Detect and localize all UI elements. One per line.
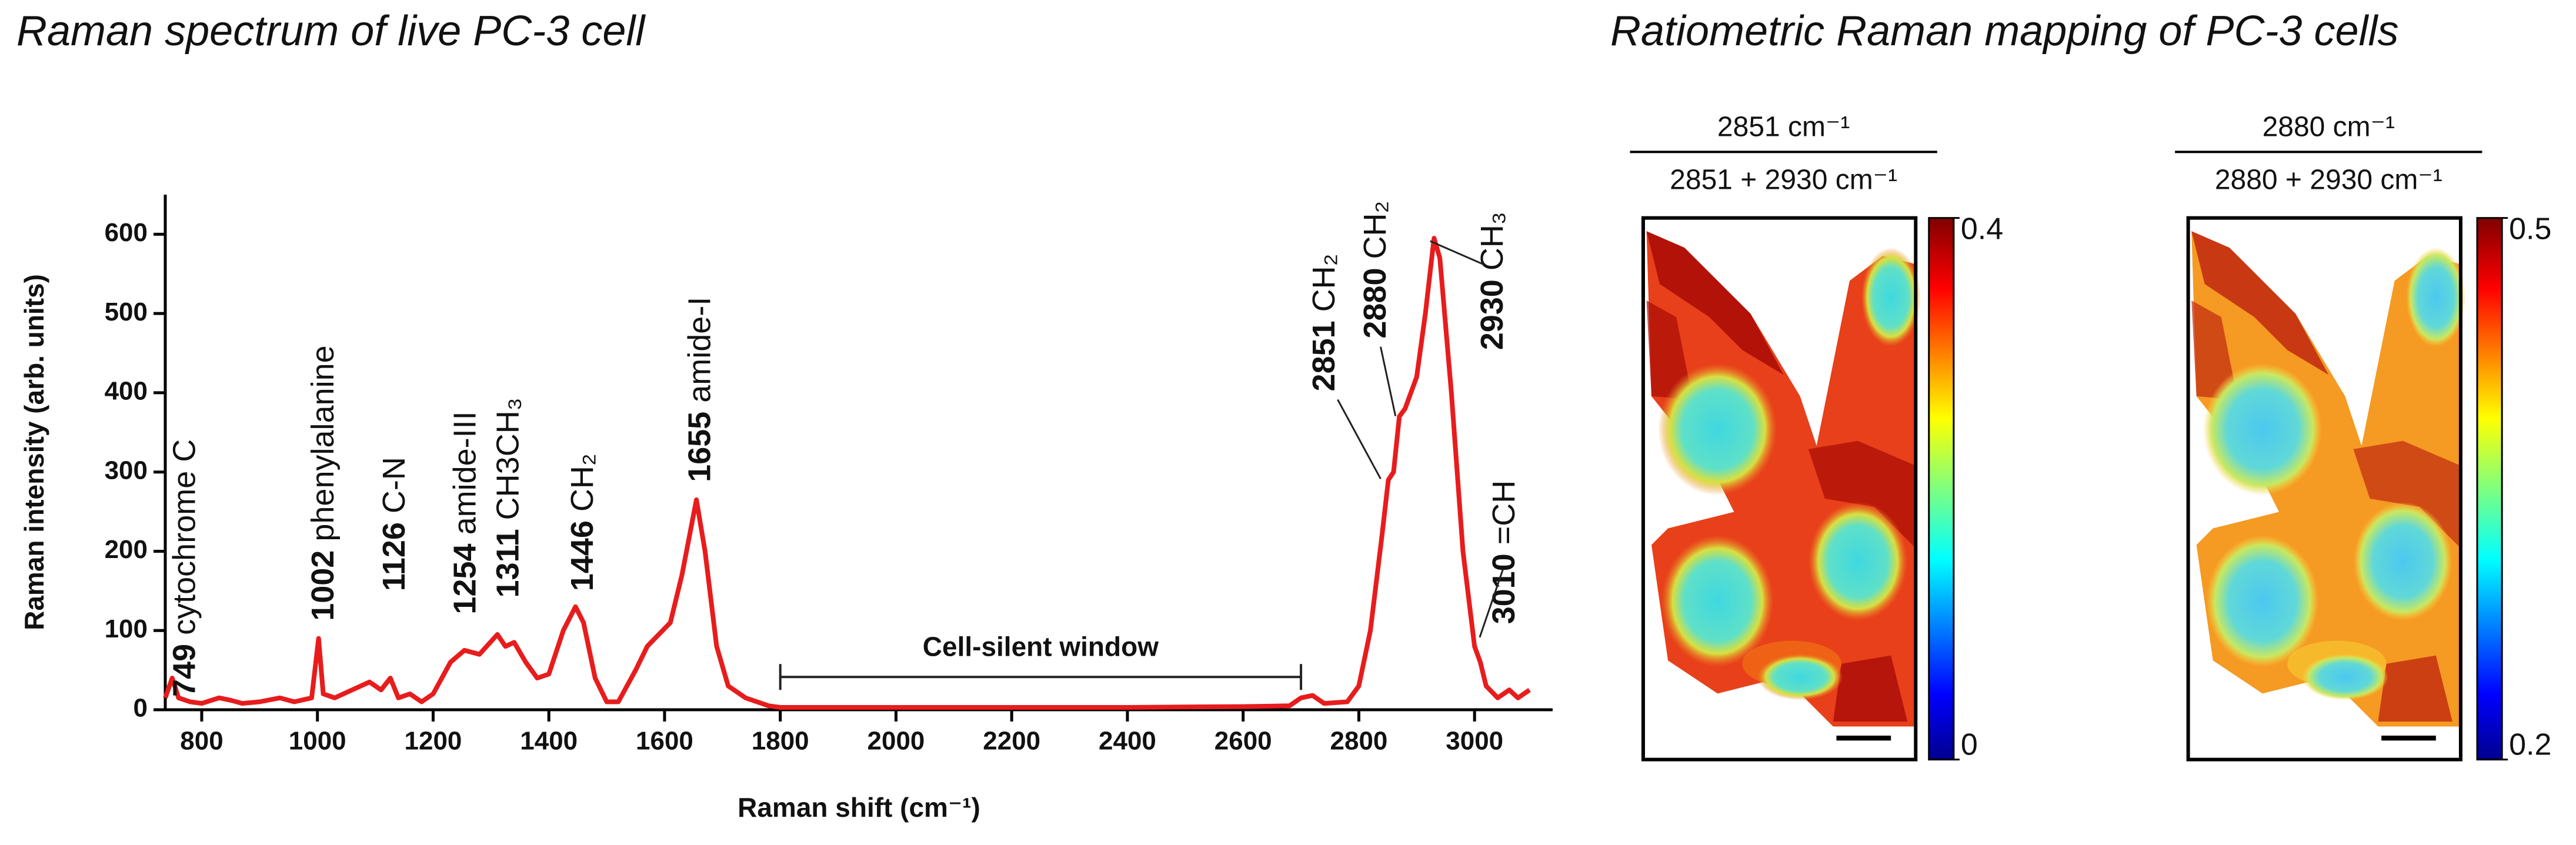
y-tick-label: 300 [105,456,148,485]
peak-number: 2880 [1357,268,1393,338]
peak-text: CH₂ [1357,201,1393,259]
cell-dark [2378,655,2452,722]
peak-label: 2930 CH₃ [1475,212,1510,350]
peak-text: =CH [1486,480,1521,545]
map-frame [2186,216,2462,761]
fraction-numerator: 2880 cm⁻¹ [2263,112,2395,143]
peak-number: 1126 [376,522,412,591]
cell-dark [2191,300,2238,400]
colorbar [2476,217,2503,761]
region-label: Cell-silent window [923,631,1159,662]
nucleus [1658,363,1777,496]
peak-label: 2880 CH₂ [1357,201,1393,339]
nucleus [2406,248,2466,347]
peak-number: 2930 [1475,279,1510,350]
peak-text: amide-I [682,297,718,403]
peak-number: 3010 [1486,553,1521,624]
x-tick-label: 1800 [752,727,809,756]
peak-number: 749 [167,644,202,697]
nucleus [1757,653,1843,700]
peak-text: amide-III [448,411,483,535]
peak-label: 1311 CH3CH₃ [490,398,526,597]
x-tick-label: 2000 [867,727,925,756]
cell-dark [2191,231,2329,375]
fraction-denominator: 2851 + 2930 cm⁻¹ [1670,165,1897,196]
fraction-numerator: 2851 cm⁻¹ [1717,112,1850,143]
peak-text: CH₃ [1475,212,1510,270]
y-tick-label: 400 [105,377,148,406]
y-tick-label: 0 [134,694,148,723]
peak-label: 1126 C-N [376,457,412,591]
nucleus [1661,535,1774,667]
colorbar-tick-label: 0 [1961,727,1978,761]
nucleus [1861,248,1921,347]
chart-title: Raman spectrum of live PC-3 cell [16,8,646,55]
x-tick-label: 1000 [289,727,346,756]
x-tick-label: 1600 [636,727,693,756]
y-axis-label: Raman intensity (arb. units) [19,274,49,630]
peak-number: 2851 [1306,320,1342,391]
colorbar-tick-label: 0.2 [2509,727,2551,761]
nucleus [2203,363,2323,496]
peak-number: 1446 [565,520,600,591]
y-tick-label: 100 [105,614,148,643]
x-tick-label: 1400 [520,727,578,756]
peak-number: 1655 [682,412,718,482]
raman-map [2191,231,2466,741]
spectrum-line [163,236,1531,710]
raman-map [1646,231,1921,741]
x-tick-label: 2600 [1214,727,1272,756]
map-frame [1641,216,1918,761]
cell-dark [1646,231,1784,375]
peak-text: CH₂ [565,453,600,512]
cell-dark [1646,300,1693,400]
y-tick-label: 200 [105,535,148,564]
y-tick-label: 500 [105,298,148,326]
peak-text: C-N [376,457,412,513]
x-tick-label: 2200 [983,727,1040,756]
peak-label: 2851 CH₂ [1306,253,1342,391]
peak-label: 1002 phenylalanine [305,345,341,620]
peak-number: 1311 [490,529,526,597]
nucleus [1808,502,1908,621]
peak-text: cytochrome C [167,439,202,635]
leader-line [1479,569,1504,638]
leader-line [1430,240,1484,265]
peak-number: 1254 [448,543,483,614]
peak-label: 1655 amide-I [682,297,718,482]
peak-text: CH₂ [1306,253,1342,312]
peak-label: 3010 =CH [1486,480,1521,624]
x-tick-label: 2800 [1330,727,1388,756]
mapping-title: Ratiometric Raman mapping of PC-3 cells [1610,8,2399,55]
nucleus [2206,535,2319,667]
fraction-denominator: 2880 + 2930 cm⁻¹ [2215,165,2442,196]
peak-label: 749 cytochrome C [167,439,202,697]
peak-number: 1002 [305,550,341,621]
colorbar-tick-label: 0.4 [1961,212,2003,246]
peak-label: 1446 CH₂ [565,453,600,591]
leader-line [1337,399,1382,480]
colorbar [1928,217,1955,761]
cell-dark [2353,440,2461,549]
x-axis-label: Raman shift (cm⁻¹) [738,792,980,823]
x-tick-label: 800 [180,727,223,756]
nucleus [2353,502,2452,621]
y-tick-label: 600 [105,218,148,247]
x-tick-label: 2400 [1099,727,1156,756]
x-tick-label: 1200 [405,727,462,756]
leader-line [1380,346,1397,416]
peak-text: CH3CH₃ [490,398,526,520]
x-tick-label: 3000 [1446,727,1503,756]
peak-text: phenylalanine [305,345,341,541]
nucleus [2302,653,2388,700]
peak-label: 1254 amide-III [448,411,483,614]
colorbar-tick-label: 0.5 [2509,212,2551,246]
cell-dark [1833,655,1908,722]
